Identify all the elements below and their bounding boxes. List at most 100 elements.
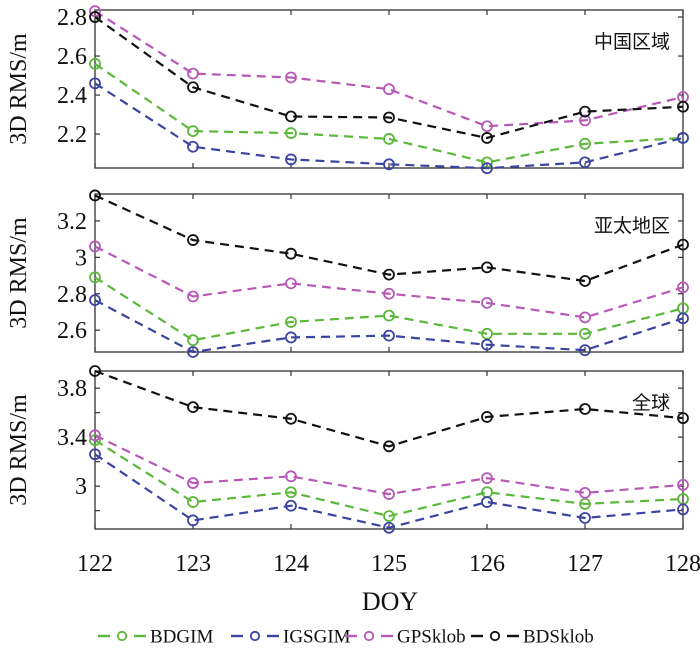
data-point: [187, 140, 199, 153]
data-point: [677, 479, 689, 491]
data-point: [481, 472, 493, 485]
data-point: [579, 344, 591, 357]
legend-marker: [249, 630, 261, 642]
series-line: [94, 245, 684, 319]
data-point: [677, 281, 689, 294]
legend-label: BDGIM: [150, 627, 213, 648]
y-tick-label: 2.8: [57, 5, 87, 31]
y-tick-label: 2.4: [57, 83, 87, 109]
data-point: [285, 412, 297, 425]
data-point: [677, 312, 689, 325]
data-point: [383, 268, 395, 281]
data-point: [187, 234, 199, 246]
panel-title: 全球: [632, 392, 670, 414]
data-point: [383, 111, 395, 124]
data-point: [89, 11, 101, 23]
data-point: [579, 486, 591, 499]
data-point: [677, 412, 689, 425]
data-point: [481, 132, 493, 144]
y-tick-label: 2.2: [57, 122, 87, 148]
data-point: [383, 83, 395, 96]
data-point: [285, 499, 297, 512]
data-point: [285, 127, 297, 139]
series-line: [94, 276, 684, 342]
series-line: [94, 62, 684, 164]
data-point: [383, 521, 395, 534]
data-point: [481, 338, 493, 351]
panel-title: 中国区域: [594, 31, 670, 53]
legend-label: BDSklob: [523, 627, 594, 648]
y-tick-label: 2.6: [57, 44, 87, 70]
legend-item-gpsklob: GPSklob: [345, 627, 466, 648]
data-point: [89, 448, 101, 461]
series-igsgim: [89, 448, 689, 534]
data-point: [187, 125, 199, 138]
data-point: [89, 189, 101, 202]
data-point: [383, 287, 395, 300]
y-tick-label: 2.6: [57, 318, 87, 344]
x-tick-label: 123: [175, 551, 211, 577]
series-line: [94, 194, 684, 283]
data-point: [579, 137, 591, 150]
series-line: [94, 16, 684, 140]
data-point: [383, 440, 395, 453]
data-point: [187, 346, 199, 358]
series-bdsklob: [89, 189, 689, 287]
data-point: [677, 100, 689, 113]
legend-item-bdsklob: BDSklob: [471, 627, 594, 648]
data-point: [383, 158, 395, 171]
series-gpsklob: [89, 240, 689, 324]
data-point: [285, 277, 297, 290]
data-point: [285, 247, 297, 260]
data-point: [481, 120, 493, 133]
series-line: [94, 299, 684, 354]
series-line: [94, 10, 684, 128]
series-bdgim: [89, 434, 689, 523]
data-point: [579, 275, 591, 287]
y-tick-label: 3.8: [57, 376, 87, 402]
y-tick-label: 2.8: [57, 282, 87, 308]
data-point: [89, 434, 101, 447]
data-point: [187, 67, 199, 80]
data-point: [285, 331, 297, 344]
data-point: [481, 496, 493, 508]
data-point: [187, 81, 199, 94]
legend: BDGIM IGSGIM GPSklob BDSklob: [98, 627, 594, 648]
legend-marker: [489, 630, 501, 642]
x-tick-label: 126: [469, 551, 505, 577]
data-point: [89, 77, 101, 90]
x-axis: 122 123 124 125 126 127 128: [77, 551, 700, 577]
y-axis-label: 3D RMS/m: [6, 394, 32, 506]
data-point: [481, 162, 493, 175]
data-point: [677, 238, 689, 251]
data-point: [89, 365, 101, 377]
panel-1: 2.2 2.4 2.6 2.8 3D RMS/m 中国区域: [6, 5, 689, 175]
legend-marker: [363, 630, 375, 642]
legend-label: IGSGIM: [283, 627, 351, 648]
y-axis-label: 3D RMS/m: [6, 217, 32, 329]
legend-item-bdgim: BDGIM: [98, 627, 213, 648]
series-bdsklob: [89, 365, 689, 453]
series-line: [94, 453, 684, 529]
data-point: [285, 153, 297, 166]
data-point: [383, 329, 395, 342]
y-tick-label: 3: [75, 474, 87, 500]
series-line: [94, 434, 684, 496]
series-line: [94, 82, 684, 170]
data-point: [187, 477, 199, 489]
x-tick-label: 124: [273, 551, 309, 577]
data-point: [481, 327, 493, 340]
data-point: [383, 488, 395, 500]
x-tick-label: 127: [567, 551, 603, 577]
series-igsgim: [89, 77, 689, 175]
panel-title: 亚太地区: [594, 215, 670, 237]
data-point: [285, 486, 297, 499]
data-point: [89, 57, 101, 70]
data-point: [187, 514, 199, 527]
data-point: [285, 71, 297, 84]
data-point: [481, 411, 493, 423]
data-point: [89, 429, 101, 442]
data-point: [285, 470, 297, 483]
data-point: [481, 296, 493, 309]
